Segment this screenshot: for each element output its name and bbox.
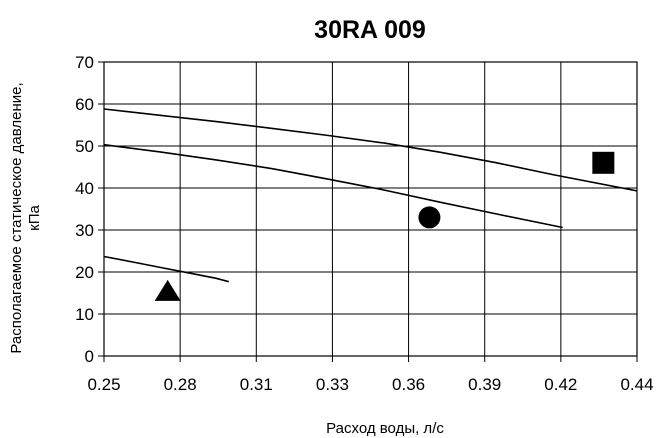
x-axis-label: Расход воды, л/с: [326, 420, 444, 437]
series-line-3: [103, 255, 230, 283]
y-tick-label: 30: [75, 221, 94, 240]
y-tick-label: 0: [85, 347, 94, 366]
x-tick-label: 0.25: [87, 375, 120, 394]
series-line-2: [103, 143, 563, 229]
x-tick-label: 0.33: [316, 375, 349, 394]
x-tick-label: 0.44: [620, 375, 653, 394]
marker-square: [592, 151, 615, 174]
x-tick-label: 0.42: [544, 375, 577, 394]
y-axis-label-line1: Располагаемое статическое давление,: [8, 82, 25, 353]
chart-title: 30RA 009: [314, 16, 426, 44]
marker-triangle: [154, 279, 181, 301]
y-tick-label: 10: [75, 305, 94, 324]
y-tick-label: 40: [75, 179, 94, 198]
y-tick-label: 50: [75, 137, 94, 156]
series-line-1: [103, 108, 638, 192]
y-tick-label: 70: [75, 53, 94, 72]
x-tick-label: 0.36: [392, 375, 425, 394]
x-tick-label: 0.39: [468, 375, 501, 394]
y-tick-label: 60: [75, 95, 94, 114]
y-axis-ticks: 0 10 20 30 40 50 60 70: [75, 53, 104, 366]
y-axis-label-line2: кПа: [26, 205, 43, 231]
x-axis-ticks: 0.25 0.28 0.31 0.33 0.36 0.39 0.42 0.44: [87, 356, 654, 394]
y-tick-label: 20: [75, 263, 94, 282]
marker-group: [154, 151, 615, 301]
x-tick-label: 0.28: [164, 375, 197, 394]
grid: [103, 61, 638, 357]
x-tick-label: 0.31: [240, 375, 273, 394]
marker-circle: [418, 206, 441, 229]
plot-frame: [103, 61, 638, 357]
series-group: [103, 108, 638, 283]
y-axis-label: Располагаемое статическое давление, кПа: [8, 82, 43, 353]
